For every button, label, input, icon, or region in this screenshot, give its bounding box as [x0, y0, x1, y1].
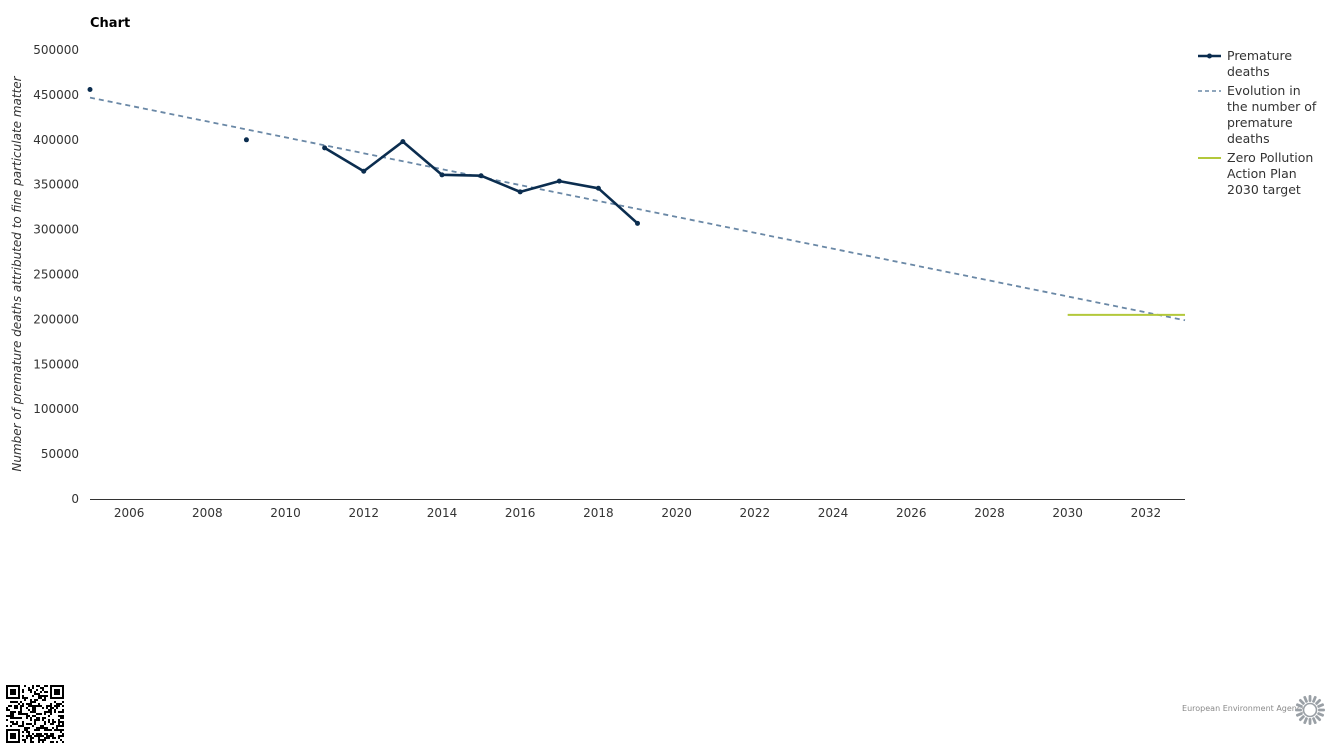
x-tick-label: 2024	[818, 506, 849, 520]
y-axis-title-group: Number of premature deaths attributed to…	[10, 75, 24, 471]
legend-label: Premature deaths	[1227, 48, 1292, 79]
y-tick-label: 500000	[33, 43, 79, 57]
data-point-premature-deaths[interactable]	[478, 173, 484, 179]
y-tick-label: 400000	[33, 133, 79, 147]
x-tick-label: 2006	[114, 506, 145, 520]
y-tick-label: 150000	[33, 357, 79, 371]
legend-label: Evolution in the number of premature deaths	[1227, 83, 1317, 146]
y-tick-label: 50000	[41, 447, 79, 461]
legend-marker	[1207, 53, 1212, 59]
series-line-trend	[89, 96, 1186, 322]
legend-item[interactable]: Evolution in the number of premature deaths	[1198, 83, 1317, 146]
data-point-premature-deaths[interactable]	[595, 185, 601, 191]
y-axis-title: Number of premature deaths attributed to…	[10, 75, 24, 471]
data-point-premature-deaths[interactable]	[635, 220, 640, 226]
eea-logo-text: European Environment Agency	[1182, 704, 1306, 713]
plot-series	[87, 87, 1186, 322]
eea-sun-icon	[1295, 695, 1325, 725]
x-tick-label: 2018	[583, 506, 614, 520]
y-tick-label: 250000	[33, 268, 79, 282]
legend-label: Zero Pollution Action Plan 2030 target	[1227, 150, 1313, 197]
y-tick-label: 450000	[33, 88, 79, 102]
data-point-premature-deaths[interactable]	[400, 139, 406, 145]
legend[interactable]: Premature deaths Evolution in the number of…	[1198, 48, 1317, 197]
data-point-premature-deaths[interactable]	[322, 145, 328, 151]
x-tick-label: 2010	[270, 506, 301, 520]
series-line-premature-deaths	[323, 140, 639, 225]
data-point-premature-deaths[interactable]	[87, 87, 93, 93]
data-point-premature-deaths[interactable]	[439, 172, 445, 178]
y-tick-label: 100000	[33, 402, 79, 416]
x-tick-label: 2016	[505, 506, 536, 520]
y-tick-label: 300000	[33, 223, 79, 237]
y-tick-label: 200000	[33, 312, 79, 326]
x-tick-label: 2012	[348, 506, 379, 520]
data-point-premature-deaths[interactable]	[556, 178, 562, 184]
y-tick-label: 350000	[33, 178, 79, 192]
x-tick-label: 2020	[661, 506, 692, 520]
legend-item[interactable]: Zero Pollution Action Plan 2030 target	[1198, 150, 1313, 197]
x-tick-label: 2030	[1052, 506, 1083, 520]
x-tick-label: 2022	[740, 506, 771, 520]
x-tick-label: 2014	[427, 506, 458, 520]
y-tick-label: 0	[71, 492, 79, 506]
chart-title: Chart	[90, 16, 131, 31]
x-axis: 2006 2008 2010 2012 2014 2016 2018 2020 2022 2024…	[114, 506, 1161, 520]
x-tick-label: 2026	[896, 506, 927, 520]
eea-logo: European Environment Agency	[1172, 694, 1326, 726]
x-tick-label: 2008	[192, 506, 223, 520]
data-point-premature-deaths[interactable]	[243, 137, 249, 143]
y-axis: 0 50000 100000 150000 200000 250000 300000 3500…	[33, 43, 79, 506]
data-point-premature-deaths[interactable]	[517, 189, 523, 195]
x-tick-label: 2032	[1131, 506, 1162, 520]
legend-item[interactable]: Premature deaths	[1198, 48, 1292, 79]
x-tick-label: 2028	[974, 506, 1005, 520]
data-point-premature-deaths[interactable]	[361, 168, 367, 174]
qr-code	[6, 685, 64, 743]
